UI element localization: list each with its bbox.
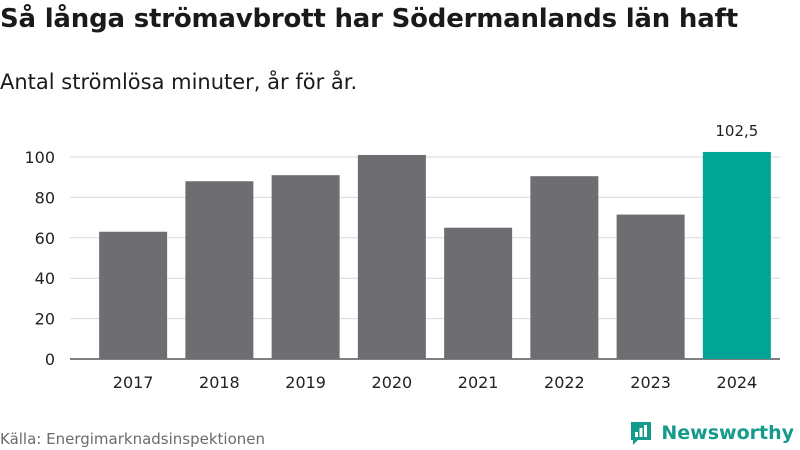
bar-chart: 0 20 40 60 80 100 2017 2018 2019 2020 2021 2022 2023… (24, 122, 780, 392)
newsworthy-logo-icon (631, 422, 652, 445)
newsworthy-logo: Newsworthy (629, 420, 794, 446)
x-tick-label-2017: 2017 (113, 373, 154, 392)
bar-2017 (99, 231, 168, 359)
data-label-2024: 102,5 (715, 122, 758, 140)
newsworthy-logo-text: Newsworthy (661, 422, 794, 444)
bar-2021 (444, 227, 513, 359)
y-tick-label-100: 100 (24, 148, 55, 167)
x-tick-label-2019: 2019 (285, 373, 326, 392)
bar-2024 (702, 151, 771, 359)
chart-title: Så långa strömavbrott har Södermanlands … (0, 4, 738, 34)
x-tick-label-2018: 2018 (199, 373, 240, 392)
y-tick-label-20: 20 (35, 310, 55, 329)
x-tick-label-2020: 2020 (372, 373, 413, 392)
chart-subtitle: Antal strömlösa minuter, år för år. (0, 70, 358, 94)
bar-2022 (530, 176, 599, 359)
x-tick-label-2023: 2023 (630, 373, 671, 392)
bars (99, 151, 771, 359)
bar-2018 (185, 181, 254, 359)
y-tick-label-60: 60 (35, 229, 55, 248)
bar-2019 (271, 175, 340, 359)
x-tick-label-2021: 2021 (458, 373, 499, 392)
y-tick-label-80: 80 (35, 188, 55, 207)
y-tick-label-0: 0 (45, 350, 55, 369)
x-tick-label-2022: 2022 (544, 373, 585, 392)
y-tick-label-40: 40 (35, 269, 55, 288)
bar-2023 (616, 214, 685, 359)
source-note: Källa: Energimarknadsinspektionen (0, 430, 266, 448)
labels: 0 20 40 60 80 100 2017 2018 2019 2020 2021 2022 2023… (24, 122, 758, 392)
x-tick-label-2024: 2024 (717, 373, 758, 392)
bar-2020 (357, 154, 426, 359)
